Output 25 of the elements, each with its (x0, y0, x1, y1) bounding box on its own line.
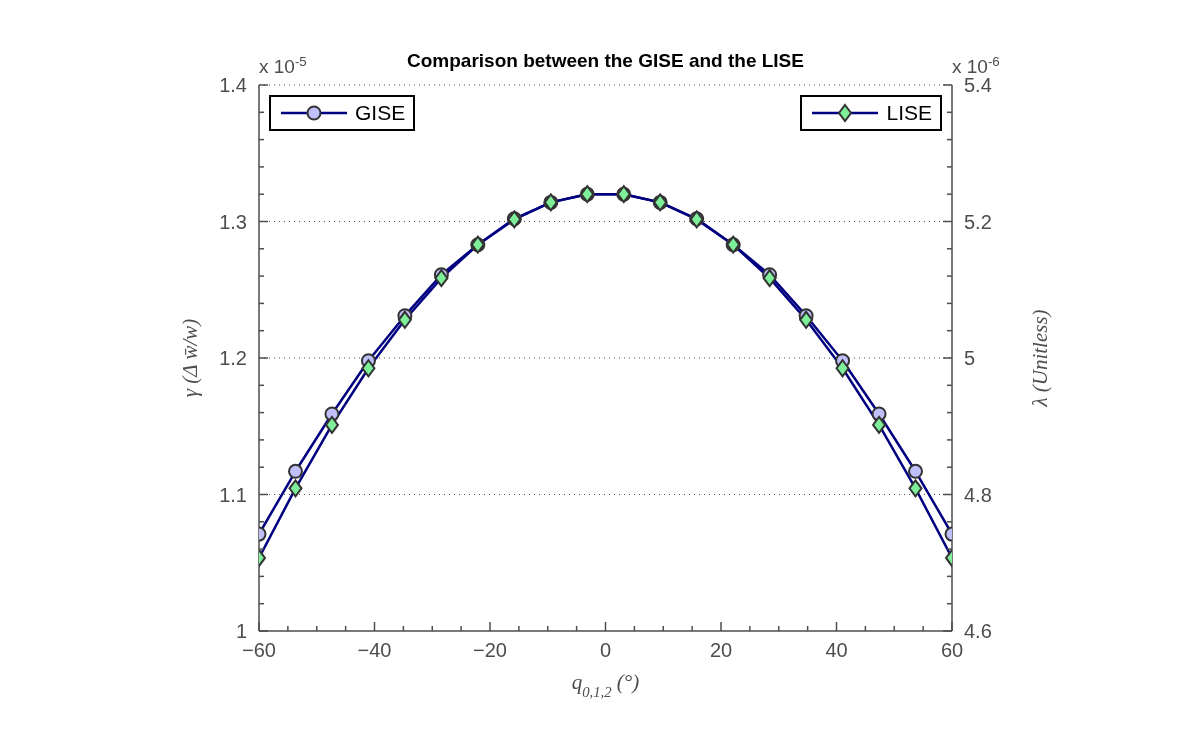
y-tick-label: 1.1 (219, 483, 247, 506)
x-tick-label: 0 (599, 639, 612, 661)
y2-tick-label: 5 (964, 347, 976, 369)
y2-tick-label: 4.6 (964, 620, 992, 642)
y-tick-label: 1.3 (219, 210, 247, 233)
y-tick-label: 1.2 (219, 347, 247, 369)
x-tick-label: 20 (709, 639, 733, 661)
x-tick-label: 40 (825, 639, 848, 661)
x-tick-label: 60 (940, 639, 964, 661)
legend-label: LISE (886, 101, 932, 125)
x-axis-title: q$_{0,1,2}$ (°) (571, 670, 640, 700)
y-axis-title: γ (Δ w̄/w) (178, 318, 202, 398)
text: x 10$^{-5}$ (259, 53, 307, 77)
y-tick-label: 1.4 (219, 74, 247, 96)
legend-label: GISE (355, 101, 406, 125)
x-tick-label: −20 (473, 639, 507, 661)
text: x 10$^{-6}$ (952, 53, 1000, 77)
y2-axis-title: λ (Unitless) (1028, 309, 1052, 408)
y2-tick-label: 5.4 (964, 74, 992, 96)
y-tick-label: 1 (235, 620, 247, 642)
chart-title: Comparison between the GISE and the LISE (407, 50, 804, 71)
y2-tick-label: 5.2 (964, 210, 992, 233)
x-tick-label: −40 (357, 639, 392, 661)
y2-tick-label: 4.8 (964, 483, 992, 506)
x-tick-label: −60 (242, 639, 276, 661)
